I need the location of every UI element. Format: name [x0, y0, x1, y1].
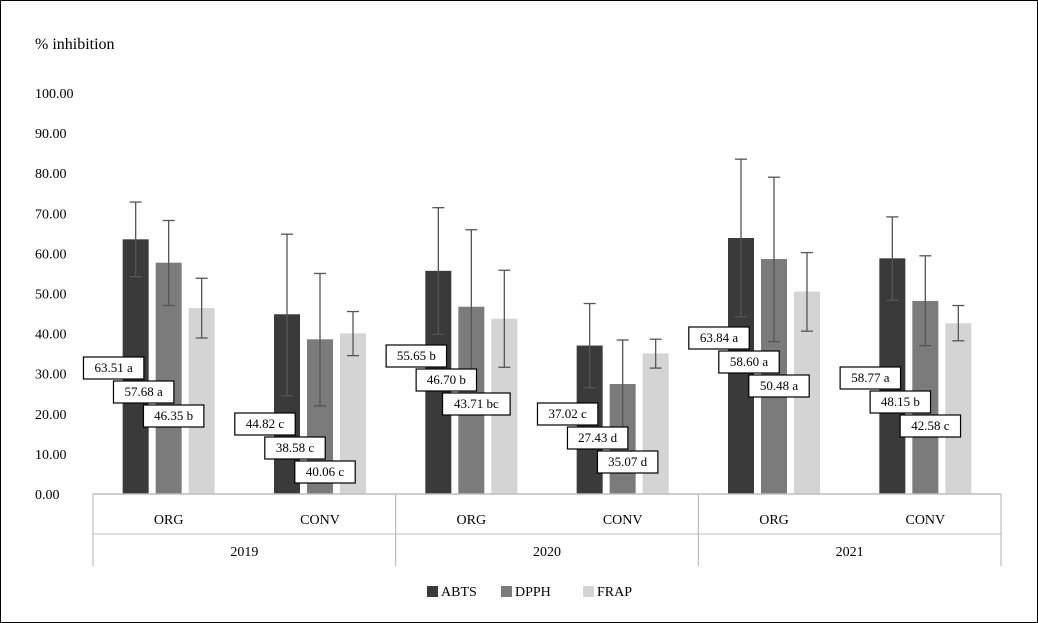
x-category-label: CONV	[300, 513, 340, 528]
x-group-label: 2020	[533, 545, 561, 560]
data-label: 42.58 c	[899, 414, 962, 438]
y-tick-label: 30.00	[35, 368, 67, 383]
data-label: 37.02 c	[536, 402, 599, 426]
legend-swatch	[501, 586, 512, 597]
data-label: 46.70 b	[415, 368, 478, 392]
svg-text:44.82 c: 44.82 c	[246, 416, 285, 431]
svg-text:46.35 b: 46.35 b	[154, 408, 193, 423]
legend-swatch	[583, 586, 594, 597]
legend-label: DPPH	[515, 585, 551, 600]
y-tick-label: 10.00	[35, 448, 67, 463]
data-label: 55.65 b	[385, 344, 448, 368]
svg-text:58.77 a: 58.77 a	[851, 370, 890, 385]
error-bar	[162, 219, 175, 307]
legend-swatch	[427, 586, 438, 597]
y-tick-label: 60.00	[35, 247, 67, 262]
x-group-label: 2019	[230, 545, 258, 560]
svg-text:63.84 a: 63.84 a	[700, 330, 739, 345]
legend: ABTS DPPH FRAP	[427, 585, 632, 600]
data-label: 35.07 d	[596, 450, 659, 474]
error-bar	[952, 304, 965, 342]
svg-text:63.51 a: 63.51 a	[95, 360, 134, 375]
legend-item-abts: ABTS	[427, 585, 477, 600]
x-category-label: ORG	[759, 513, 789, 528]
svg-text:57.68 a: 57.68 a	[125, 384, 164, 399]
data-label: 40.06 c	[294, 460, 356, 484]
error-bar	[432, 207, 445, 336]
data-label: 38.58 c	[264, 436, 326, 460]
error-bar	[129, 201, 142, 278]
legend-label: FRAP	[597, 585, 632, 600]
error-bar	[314, 272, 326, 407]
svg-text:58.60 a: 58.60 a	[730, 354, 769, 369]
legend-item-frap: FRAP	[583, 585, 632, 600]
error-bar	[886, 216, 899, 301]
y-tick-label: 70.00	[35, 207, 67, 222]
y-tick-label: 40.00	[35, 328, 67, 343]
data-label: 46.35 b	[142, 404, 205, 428]
data-label: 57.68 a	[112, 380, 175, 404]
y-tick-label: 0.00	[35, 488, 60, 503]
svg-text:35.07 d: 35.07 d	[608, 454, 648, 469]
bar-frap	[188, 308, 215, 494]
x-category-label: ORG	[457, 513, 487, 528]
error-bar	[195, 277, 208, 339]
data-label: 58.77 a	[839, 366, 902, 390]
legend-label: ABTS	[441, 585, 477, 600]
y-tick-label: 80.00	[35, 167, 67, 182]
x-category-label: ORG	[154, 513, 184, 528]
error-bar	[801, 251, 813, 332]
y-tick-label: 90.00	[35, 127, 67, 142]
x-category-label: CONV	[603, 513, 643, 528]
data-labels: 63.51 a 44.82 c 55.65 b 37.02 c 63.84 a 58.77…	[82, 326, 962, 484]
svg-text:27.43 d: 27.43 d	[578, 430, 618, 445]
y-axis-ticks: 0.00 10.00 20.00 30.00 40.00 50.00 60.00 70.00 8…	[35, 87, 74, 503]
svg-text:40.06 c: 40.06 c	[306, 464, 345, 479]
svg-text:48.15 b: 48.15 b	[881, 394, 920, 409]
x-group-label: 2021	[836, 545, 864, 560]
legend-item-dpph: DPPH	[501, 585, 551, 600]
error-bar	[768, 176, 780, 343]
error-bar	[281, 233, 293, 397]
svg-text:42.58 c: 42.58 c	[911, 418, 950, 433]
error-bar	[735, 158, 747, 318]
x-category-label: CONV	[905, 513, 945, 528]
bar-marks	[122, 238, 972, 494]
y-tick-label: 50.00	[35, 288, 67, 303]
bar-frap	[945, 323, 972, 494]
y-tick-label: 100.00	[35, 87, 74, 102]
error-bar	[583, 302, 596, 389]
error-bar	[919, 255, 932, 347]
error-bars	[129, 158, 965, 429]
y-axis-title: % inhibition	[35, 36, 115, 53]
error-bar	[347, 310, 359, 357]
data-label: 50.48 a	[748, 374, 810, 398]
data-label: 27.43 d	[566, 426, 629, 450]
data-label: 63.51 a	[82, 356, 145, 380]
svg-text:43.71 bc: 43.71 bc	[454, 396, 499, 411]
svg-text:37.02 c: 37.02 c	[549, 406, 588, 421]
error-bar	[649, 338, 662, 369]
data-label: 48.15 b	[869, 390, 932, 414]
svg-text:55.65 b: 55.65 b	[397, 348, 436, 363]
data-label: 43.71 bc	[441, 392, 511, 416]
x-axis: ORG CONV ORG CONV ORG CONV 2019 2020 2021	[92, 493, 1002, 566]
svg-text:46.70 b: 46.70 b	[427, 372, 466, 387]
error-bar	[498, 269, 511, 368]
svg-text:50.48 a: 50.48 a	[760, 378, 799, 393]
y-tick-label: 20.00	[35, 408, 67, 423]
data-label: 44.82 c	[234, 412, 296, 436]
data-label: 58.60 a	[718, 350, 780, 374]
data-label: 63.84 a	[688, 326, 750, 350]
svg-text:38.58 c: 38.58 c	[276, 440, 315, 455]
